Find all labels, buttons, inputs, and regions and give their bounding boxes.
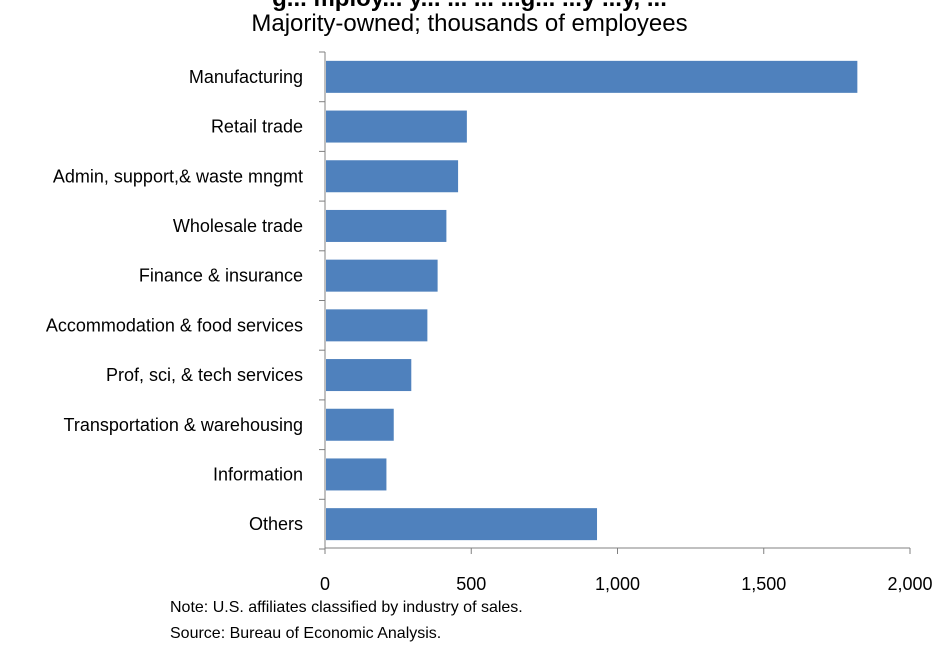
footnote-source: Source: Bureau of Economic Analysis. bbox=[170, 625, 442, 642]
bar-manufacturing bbox=[326, 60, 858, 93]
bar-admin-support-waste-mngmt bbox=[326, 160, 459, 193]
category-label: Others bbox=[249, 514, 303, 534]
bar-chart: Manufacturing Retail trade Admin, support,… bbox=[46, 51, 933, 594]
x-tick-label: 0 bbox=[320, 574, 330, 594]
bar-information bbox=[326, 458, 387, 491]
footnote-note: Note: U.S. affiliates classified by indu… bbox=[170, 599, 523, 616]
category-label: Admin, support,& waste mngmt bbox=[53, 166, 303, 186]
bar-retail-trade bbox=[326, 110, 467, 143]
chart-subtitle: Majority-owned; thousands of employees bbox=[251, 10, 688, 37]
bar-finance-insurance bbox=[326, 259, 438, 292]
category-label: Manufacturing bbox=[189, 67, 303, 87]
bar-others bbox=[326, 508, 598, 541]
category-label: Information bbox=[213, 464, 303, 484]
bar-accommodation-food-services bbox=[326, 309, 428, 342]
bar-wholesale-trade bbox=[326, 209, 447, 242]
x-tick-label: 1,500 bbox=[741, 574, 786, 594]
category-label: Wholesale trade bbox=[173, 216, 303, 236]
category-label: Finance & insurance bbox=[139, 266, 303, 286]
category-label: Accommodation & food services bbox=[46, 315, 303, 335]
x-tick-label: 1,000 bbox=[595, 574, 640, 594]
x-tick-label: 500 bbox=[456, 574, 486, 594]
category-label: Transportation & warehousing bbox=[64, 415, 303, 435]
category-label: Retail trade bbox=[211, 117, 303, 137]
chart-title-cut-off: g... mploy... y... ... ... ...g... ...y … bbox=[0, 0, 939, 13]
category-label: Prof, sci, & tech services bbox=[106, 365, 303, 385]
x-tick-label: 2,000 bbox=[887, 574, 932, 594]
bar-transportation-warehousing bbox=[326, 408, 394, 441]
bar-prof-sci-tech-services bbox=[326, 359, 412, 392]
